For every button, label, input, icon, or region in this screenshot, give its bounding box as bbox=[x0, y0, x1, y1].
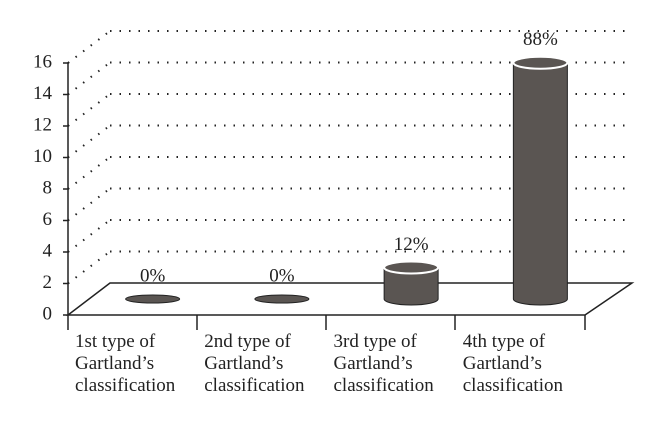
data-label: 0% bbox=[269, 265, 295, 286]
y-tick-label: 0 bbox=[43, 303, 53, 324]
bar bbox=[512, 62, 568, 306]
y-tick-label: 14 bbox=[33, 83, 53, 104]
grid-line bbox=[67, 93, 111, 127]
x-tick-label: 3rd type of Gartland’s classification bbox=[333, 331, 434, 396]
bar-top bbox=[383, 260, 440, 275]
grid-line bbox=[67, 30, 111, 64]
y-tick-label: 8 bbox=[43, 177, 53, 198]
grid-line bbox=[67, 61, 111, 96]
y-tick-label: 2 bbox=[43, 272, 53, 293]
y-tick-label: 16 bbox=[33, 51, 52, 72]
data-label: 12% bbox=[394, 234, 429, 255]
data-label: 0% bbox=[140, 265, 166, 286]
x-tick-label: 4th type of Gartland’s classification bbox=[462, 331, 563, 396]
bar bbox=[254, 294, 310, 304]
grid-line bbox=[67, 250, 111, 285]
grid-line bbox=[67, 187, 111, 222]
category-separators bbox=[67, 315, 586, 330]
y-tick-label: 10 bbox=[33, 146, 52, 167]
bar bbox=[383, 267, 439, 306]
grid-line bbox=[67, 219, 111, 253]
bar bbox=[125, 294, 181, 304]
y-tick-label: 4 bbox=[43, 240, 53, 261]
y-tick-label: 6 bbox=[43, 209, 53, 230]
data-label: 88% bbox=[523, 29, 558, 50]
x-tick-label: 2nd type of Gartland’s classification bbox=[204, 331, 305, 396]
floor bbox=[65, 282, 635, 316]
bar-top bbox=[512, 55, 569, 70]
grid-line bbox=[67, 124, 111, 159]
x-tick-label: 1st type of Gartland’s classification bbox=[75, 331, 176, 396]
y-tick-label: 12 bbox=[33, 114, 52, 135]
grid-line bbox=[67, 156, 111, 190]
